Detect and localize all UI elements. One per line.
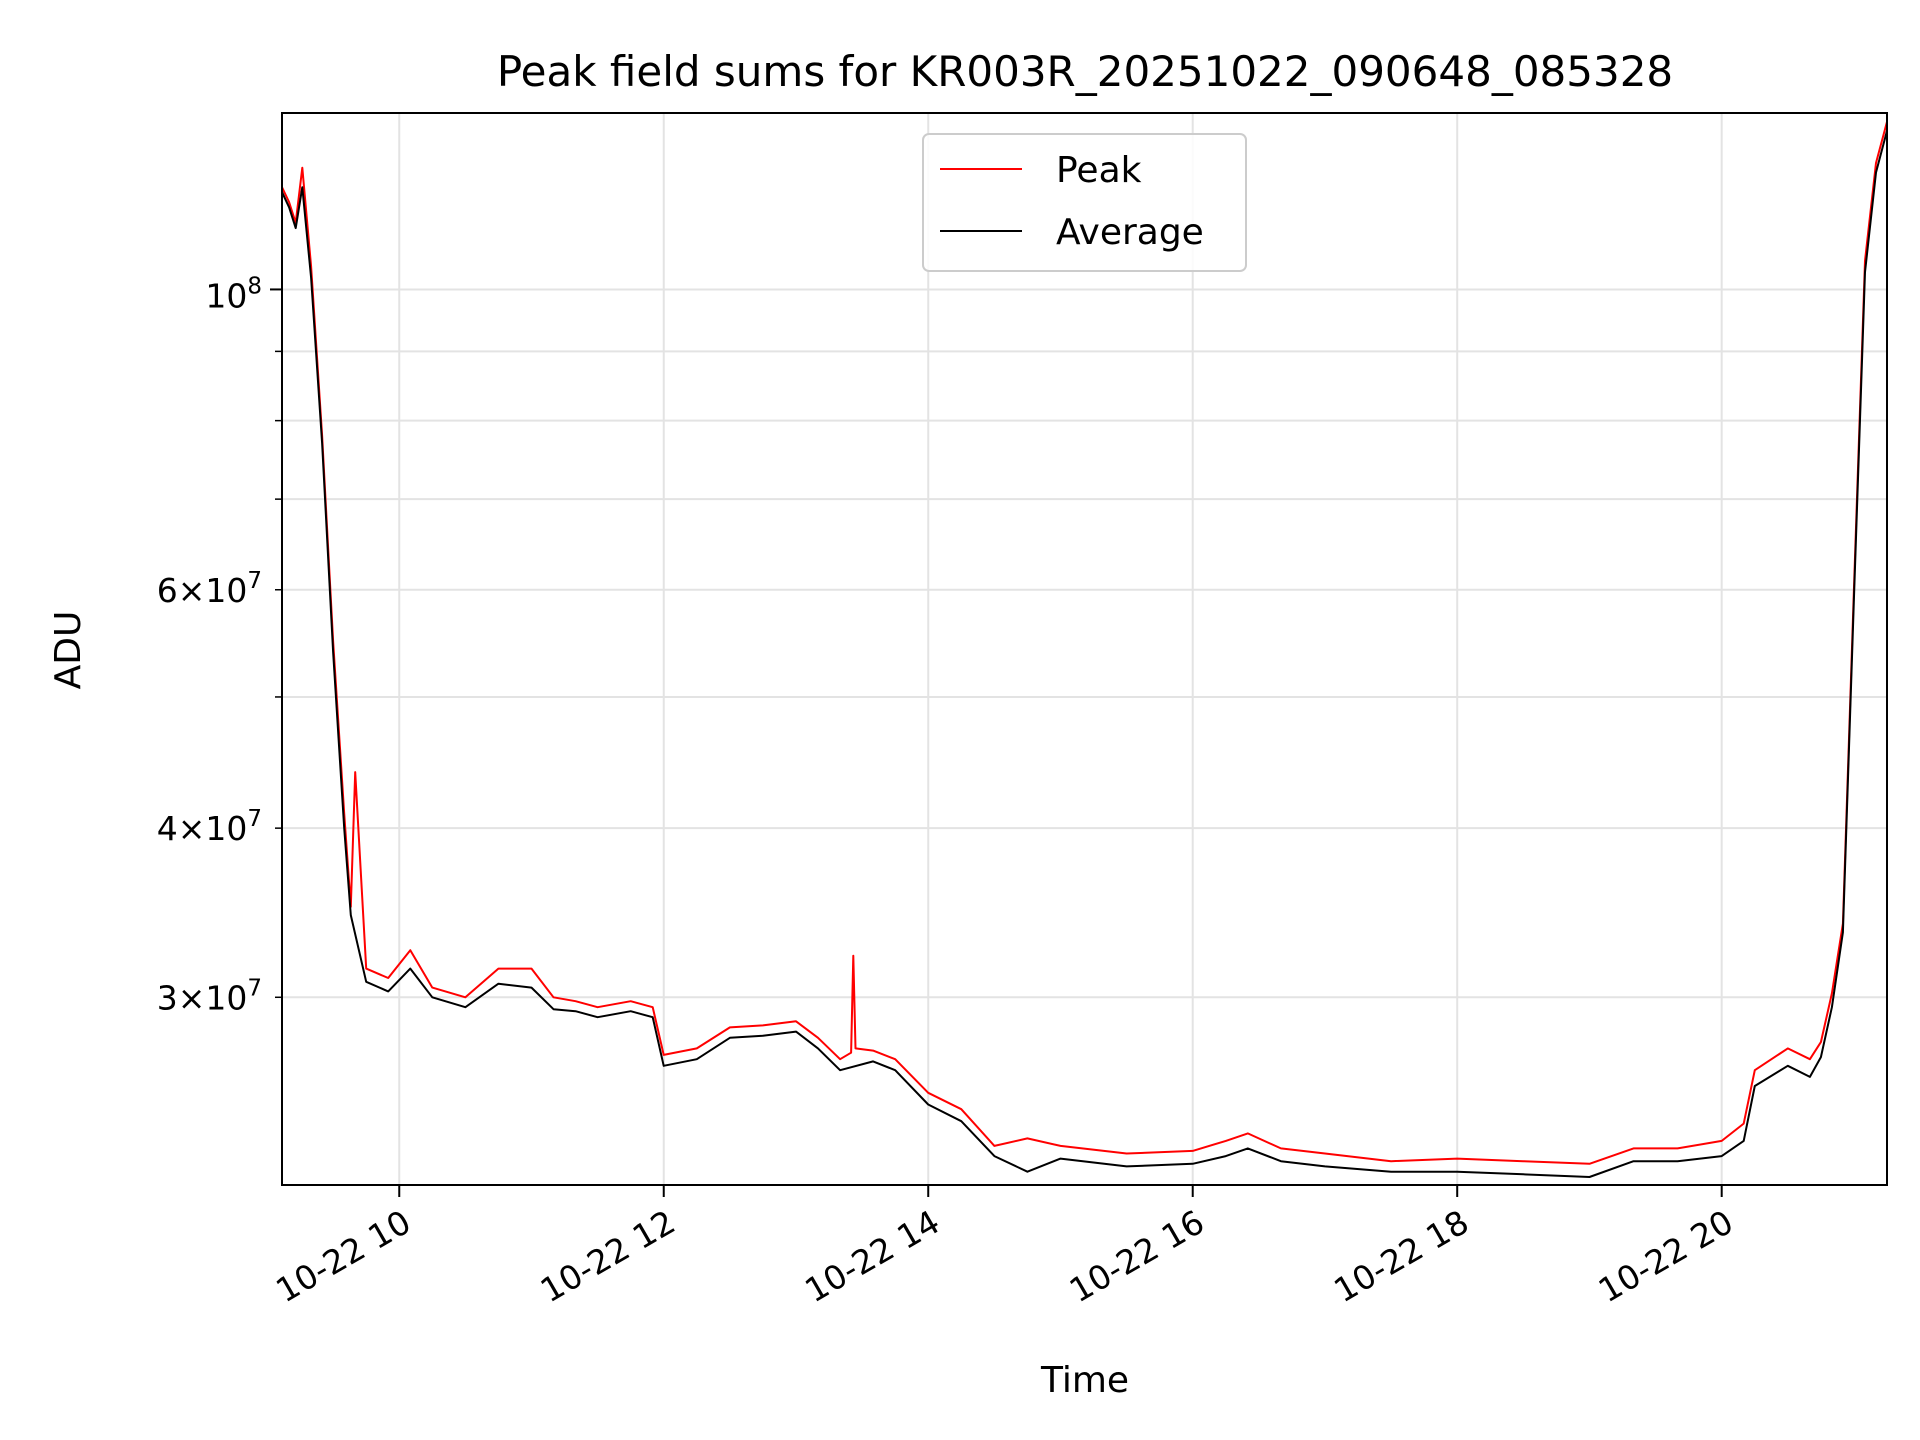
grid: [282, 113, 1887, 1185]
y-tick-label: 108: [205, 273, 262, 315]
plot-frame: [281, 112, 1888, 1186]
series-layer: [282, 121, 1887, 1178]
series-line-peak: [282, 121, 1887, 1165]
y-tick-label: 6×107: [157, 568, 262, 610]
y-axis-title: ADU: [48, 611, 89, 690]
chart-title: Peak field sums for KR003R_20251022_0906…: [497, 47, 1673, 96]
legend-label-peak: Peak: [1056, 150, 1142, 191]
x-axis-title: Time: [1040, 1360, 1129, 1401]
legend-label-average: Average: [1056, 212, 1204, 253]
legend: Peak Average: [922, 133, 1247, 272]
series-line-average: [282, 130, 1887, 1178]
y-tick-label: 4×107: [157, 806, 262, 848]
y-axis-ticks: 108 3×107 4×107 6×107: [157, 273, 282, 1017]
y-tick-label: 3×107: [157, 975, 262, 1017]
